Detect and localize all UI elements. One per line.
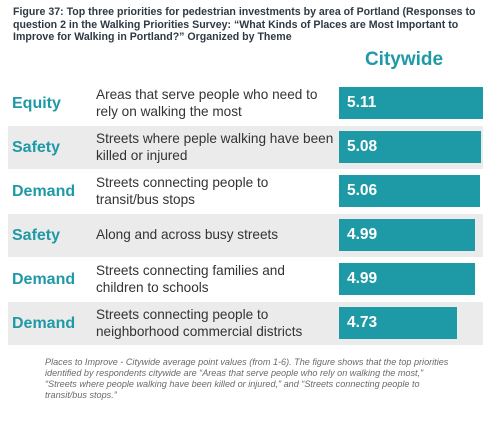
bar-value-label: 5.11 bbox=[347, 94, 377, 111]
figure-caption: Places to Improve - Citywide average poi… bbox=[45, 357, 449, 400]
chart-row: Demand Streets connecting people to neigh… bbox=[8, 302, 483, 345]
bar bbox=[339, 263, 475, 295]
theme-label: Demand bbox=[12, 270, 76, 288]
chart-row: Safety Streets where peple walking have b… bbox=[8, 126, 483, 169]
chart-row: Equity Areas that serve people who need t… bbox=[8, 82, 483, 125]
category-label: Streets connecting people to transit/bus… bbox=[96, 175, 269, 207]
category-label: Streets where peple walking have been ki… bbox=[96, 131, 334, 163]
chart-row: Demand Streets connecting people to trans… bbox=[8, 170, 483, 213]
theme-label: Safety bbox=[12, 138, 61, 156]
bar bbox=[339, 87, 483, 119]
theme-label: Equity bbox=[12, 94, 61, 112]
bar bbox=[339, 307, 458, 339]
series-header: Citywide bbox=[364, 49, 444, 70]
bar bbox=[339, 219, 475, 251]
theme-label: Safety bbox=[12, 226, 61, 244]
chart-row: Demand Streets connecting families and ch… bbox=[8, 258, 483, 301]
bar bbox=[339, 175, 480, 207]
category-label: Streets connecting people to neighborhoo… bbox=[96, 307, 303, 339]
bar-value-label: 4.99 bbox=[347, 226, 378, 243]
bar-value-label: 4.73 bbox=[347, 314, 378, 331]
chart-row: Safety Along and across busy streets 4.99 bbox=[8, 214, 483, 257]
bar-value-label: 5.06 bbox=[347, 182, 378, 199]
figure-title: Figure 37: Top three priorities for pede… bbox=[13, 6, 476, 43]
theme-label: Demand bbox=[12, 182, 76, 200]
category-label: Streets connecting families and children… bbox=[96, 263, 285, 295]
category-label: Areas that serve people who need to rely… bbox=[96, 87, 318, 119]
bar-value-label: 5.08 bbox=[347, 138, 378, 155]
bar bbox=[339, 131, 481, 163]
theme-label: Demand bbox=[12, 314, 76, 332]
bar-value-label: 4.99 bbox=[347, 270, 378, 287]
category-label: Along and across busy streets bbox=[96, 227, 279, 243]
